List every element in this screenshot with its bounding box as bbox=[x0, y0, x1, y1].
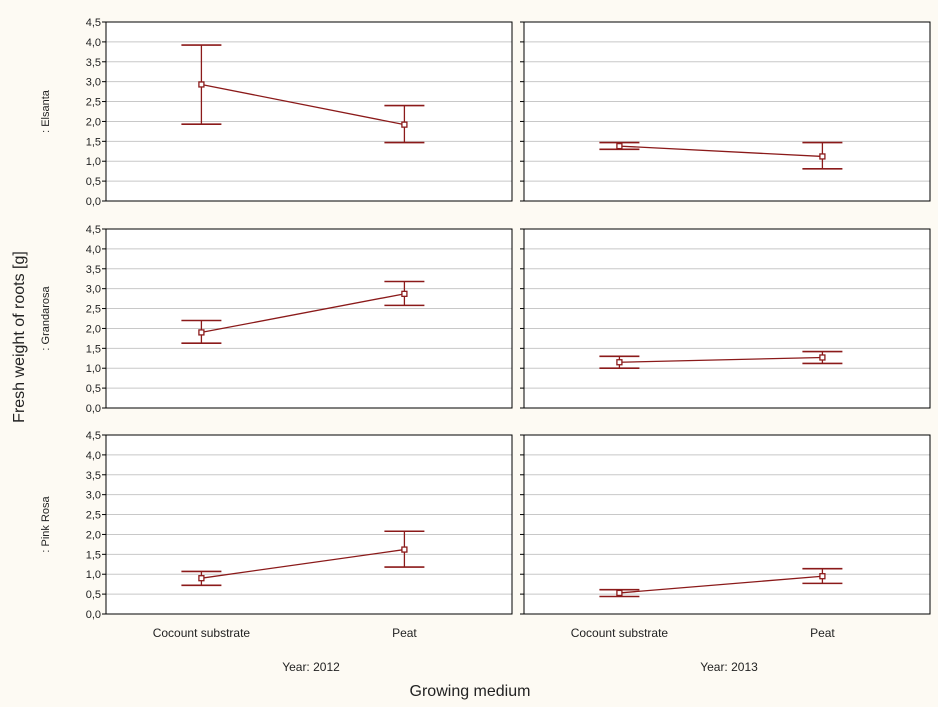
x-axis-title: Growing medium bbox=[410, 683, 531, 700]
y-tick-label: 3,0 bbox=[86, 490, 101, 502]
panel bbox=[520, 434, 931, 615]
panel bbox=[102, 21, 513, 202]
series-line bbox=[201, 83, 405, 126]
panel bbox=[102, 434, 513, 615]
panel-frame bbox=[523, 228, 931, 409]
data-point bbox=[401, 290, 408, 297]
y-tick-label: 2,5 bbox=[86, 97, 101, 109]
panel bbox=[102, 228, 513, 409]
panel-background bbox=[524, 22, 930, 201]
data-point bbox=[198, 575, 205, 582]
y-tick-label: 3,0 bbox=[86, 77, 101, 89]
y-tick-label: 2,5 bbox=[86, 304, 101, 316]
y-tick-label: 2,0 bbox=[86, 529, 101, 541]
y-tick-label: 3,5 bbox=[86, 264, 101, 276]
data-point bbox=[616, 359, 623, 366]
series-line bbox=[619, 356, 823, 363]
y-tick-label: 1,0 bbox=[86, 156, 101, 168]
row-label: : Elsanta bbox=[40, 89, 52, 133]
y-tick-label: 0,0 bbox=[86, 403, 101, 415]
panel-frame bbox=[105, 434, 513, 615]
data-point bbox=[819, 354, 826, 361]
x-tick-label: Peat bbox=[392, 626, 417, 640]
y-tick-label: 4,0 bbox=[86, 244, 101, 256]
panel-background bbox=[524, 435, 930, 614]
y-tick-label: 1,5 bbox=[86, 549, 101, 561]
y-tick-label: 0,5 bbox=[86, 176, 101, 188]
data-point bbox=[401, 546, 408, 553]
y-tick-label: 1,0 bbox=[86, 363, 101, 375]
panel-frame bbox=[523, 434, 931, 615]
y-tick-label: 4,0 bbox=[86, 37, 101, 49]
y-tick-label: 4,5 bbox=[86, 430, 101, 442]
y-tick-label: 3,5 bbox=[86, 470, 101, 482]
panel-background bbox=[524, 229, 930, 408]
panel-frame bbox=[523, 21, 931, 202]
column-label: Year: 2012 bbox=[282, 660, 340, 674]
series-line bbox=[201, 548, 405, 579]
y-tick-label: 0,0 bbox=[86, 196, 101, 208]
x-tick-label: Cocount substrate bbox=[571, 626, 669, 640]
panel bbox=[520, 21, 931, 202]
row-label: : Pink Rosa bbox=[40, 495, 52, 552]
column-label: Year: 2013 bbox=[700, 660, 758, 674]
data-point bbox=[401, 121, 408, 128]
y-tick-label: 0,5 bbox=[86, 383, 101, 395]
y-tick-label: 3,5 bbox=[86, 57, 101, 69]
data-point bbox=[819, 573, 826, 580]
y-tick-label: 4,5 bbox=[86, 224, 101, 236]
data-point bbox=[819, 153, 826, 160]
y-tick-label: 3,0 bbox=[86, 284, 101, 296]
y-tick-label: 0,5 bbox=[86, 589, 101, 601]
y-tick-label: 1,0 bbox=[86, 569, 101, 581]
y-tick-label: 2,0 bbox=[86, 323, 101, 335]
data-point bbox=[616, 142, 623, 150]
panel bbox=[520, 228, 931, 409]
y-tick-label: 1,5 bbox=[86, 343, 101, 355]
row-label: : Grandarosa bbox=[40, 286, 52, 351]
series-line bbox=[201, 293, 405, 334]
y-tick-label: 2,0 bbox=[86, 116, 101, 128]
x-tick-label: Peat bbox=[810, 626, 835, 640]
data-point bbox=[198, 329, 205, 336]
data-point bbox=[198, 81, 205, 88]
panel-background bbox=[106, 22, 512, 201]
x-tick-label: Cocount substrate bbox=[153, 626, 251, 640]
y-tick-label: 2,5 bbox=[86, 510, 101, 522]
panel-frame bbox=[105, 21, 513, 202]
panel-background bbox=[106, 229, 512, 408]
panel-background bbox=[106, 435, 512, 614]
y-tick-label: 1,5 bbox=[86, 136, 101, 148]
panel-frame bbox=[105, 228, 513, 409]
series-line bbox=[619, 575, 823, 594]
y-axis-title: Fresh weight of roots [g] bbox=[11, 251, 28, 423]
y-tick-label: 0,0 bbox=[86, 609, 101, 621]
series-line bbox=[619, 145, 823, 158]
y-tick-label: 4,0 bbox=[86, 450, 101, 462]
data-point bbox=[616, 589, 623, 597]
y-tick-label: 4,5 bbox=[86, 17, 101, 29]
